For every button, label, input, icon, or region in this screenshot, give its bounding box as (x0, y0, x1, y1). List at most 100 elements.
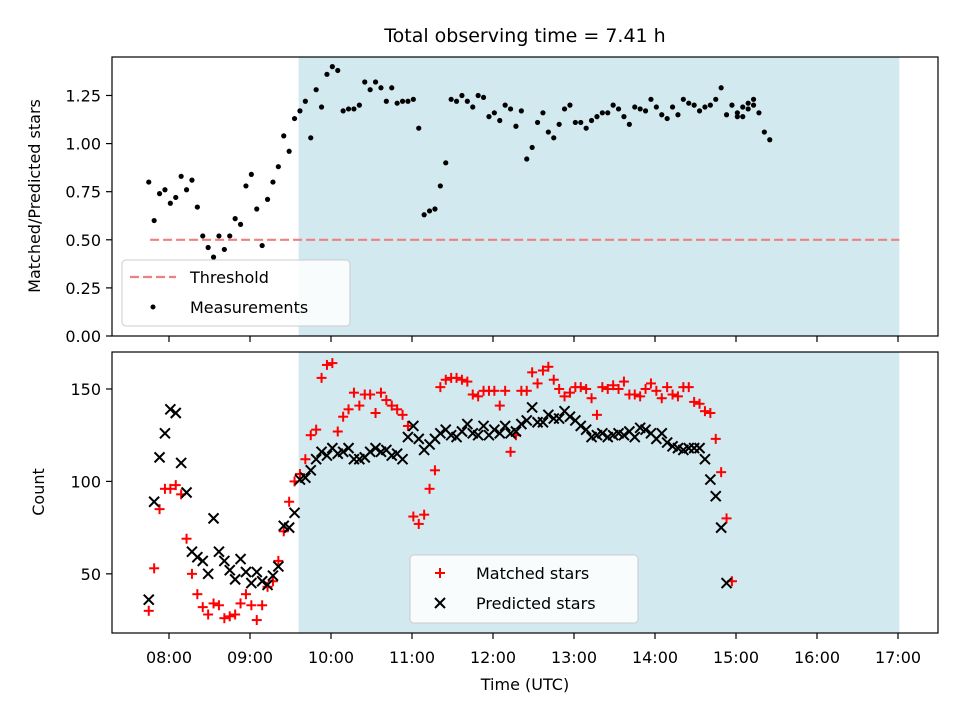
measurement-point (567, 102, 573, 108)
matched-star-point (694, 398, 705, 409)
measurement-point (761, 129, 767, 135)
predicted-star-point (661, 436, 673, 449)
top-y-tick-label-1: 0.25 (65, 279, 101, 298)
matched-star-point (489, 385, 500, 396)
measurement-point (254, 206, 260, 212)
predicted-star-point (321, 449, 333, 462)
predicted-star-point (148, 496, 160, 508)
legend-matched-swatch (435, 568, 445, 578)
x-tick-label-4: 12:00 (470, 648, 516, 667)
legend-measurements-label: Measurements (190, 298, 308, 317)
top-y-tick-label-2: 0.50 (65, 231, 101, 250)
measurement-point (637, 106, 643, 112)
measurement-point (210, 254, 217, 260)
measurement-point (448, 96, 454, 102)
measurement-point (437, 183, 443, 189)
predicted-star-point (629, 431, 641, 443)
matched-star-point (375, 387, 386, 398)
matched-star-point (419, 509, 430, 520)
measurement-point (723, 112, 730, 118)
matched-star-point (543, 361, 554, 372)
matched-star-point (327, 358, 338, 369)
matched-star-point (224, 611, 235, 622)
matched-star-point (716, 467, 727, 478)
predicted-star-point (261, 579, 274, 591)
matched-star-point (257, 600, 268, 611)
predicted-star-point (720, 577, 733, 589)
measurement-point (696, 108, 703, 114)
matched-star-point (354, 400, 365, 411)
matched-star-point (473, 391, 484, 402)
measurement-point (545, 129, 551, 135)
measurement-point (707, 102, 713, 108)
matched-star-point (672, 391, 683, 402)
matched-star-point (462, 376, 473, 387)
measurement-point (750, 102, 757, 108)
matched-star-point (667, 389, 678, 400)
predicted-star-point (202, 568, 214, 580)
matched-star-point (689, 396, 700, 407)
matched-star-point (235, 598, 246, 609)
predicted-star-point (369, 442, 382, 454)
matched-star-point (402, 420, 413, 431)
measurement-point (410, 96, 416, 102)
predicted-star-point (159, 427, 171, 440)
x-tick-label-8: 16:00 (794, 648, 840, 667)
measurement-point (329, 64, 335, 70)
matched-star-point (451, 372, 462, 383)
measurement-point (156, 191, 163, 197)
top-y-tick-label-5: 1.25 (65, 86, 101, 105)
measurement-point (453, 98, 460, 104)
measurement-point (286, 148, 292, 154)
predicted-star-point (693, 442, 706, 454)
measurement-point (324, 71, 330, 77)
measurement-point (248, 171, 254, 177)
predicted-star-point (207, 512, 220, 525)
measurement-point (486, 114, 492, 120)
measurement-point (588, 117, 595, 124)
measurement-point (599, 110, 605, 116)
matched-star-point (251, 615, 262, 626)
matched-star-point (408, 511, 419, 522)
ratio-y-ticks: 0.00 0.25 0.50 0.75 1.00 1.25 (65, 86, 112, 346)
measurement-point (416, 125, 422, 131)
matched-star-point (440, 374, 451, 385)
predicted-star-point (170, 407, 182, 419)
measurement-point (513, 123, 519, 129)
predicted-star-point (656, 427, 668, 440)
measurement-point (399, 98, 406, 104)
measurement-point (475, 92, 481, 99)
x-tick-label-1: 09:00 (227, 648, 273, 667)
ratio-panel: 0.00 0.25 0.50 0.75 1.00 1.25 Matched/Predict… (25, 56, 939, 346)
matched-star-point (521, 385, 532, 396)
measurement-point (740, 104, 746, 110)
measurement-point (183, 187, 190, 193)
matched-star-point (300, 454, 311, 465)
predicted-star-point (402, 431, 414, 443)
predicted-star-point (396, 453, 409, 465)
matched-star-point (581, 383, 592, 394)
matched-star-point (240, 589, 251, 600)
matched-star-point (278, 526, 289, 537)
legend-threshold-label: Threshold (189, 268, 269, 287)
predicted-star-point (364, 446, 376, 458)
matched-star-point (629, 389, 640, 400)
predicted-star-point (272, 560, 285, 573)
matched-star-point (386, 400, 397, 411)
matched-star-point (186, 568, 197, 579)
measurement-point (740, 114, 746, 120)
measurement-point (621, 114, 627, 120)
measurement-point (216, 233, 222, 239)
matched-star-point (548, 374, 559, 385)
measurement-point (313, 87, 319, 93)
measurement-point (518, 108, 524, 114)
x-tick-label-6: 14:00 (632, 648, 678, 667)
predicted-star-point (283, 521, 295, 534)
measurement-point (189, 177, 195, 183)
predicted-star-point (251, 566, 263, 578)
matched-star-point (413, 518, 424, 529)
matched-star-point (219, 613, 230, 624)
measurement-point (200, 233, 206, 239)
legend-predicted-swatch (434, 597, 446, 609)
predicted-star-point (153, 451, 166, 464)
